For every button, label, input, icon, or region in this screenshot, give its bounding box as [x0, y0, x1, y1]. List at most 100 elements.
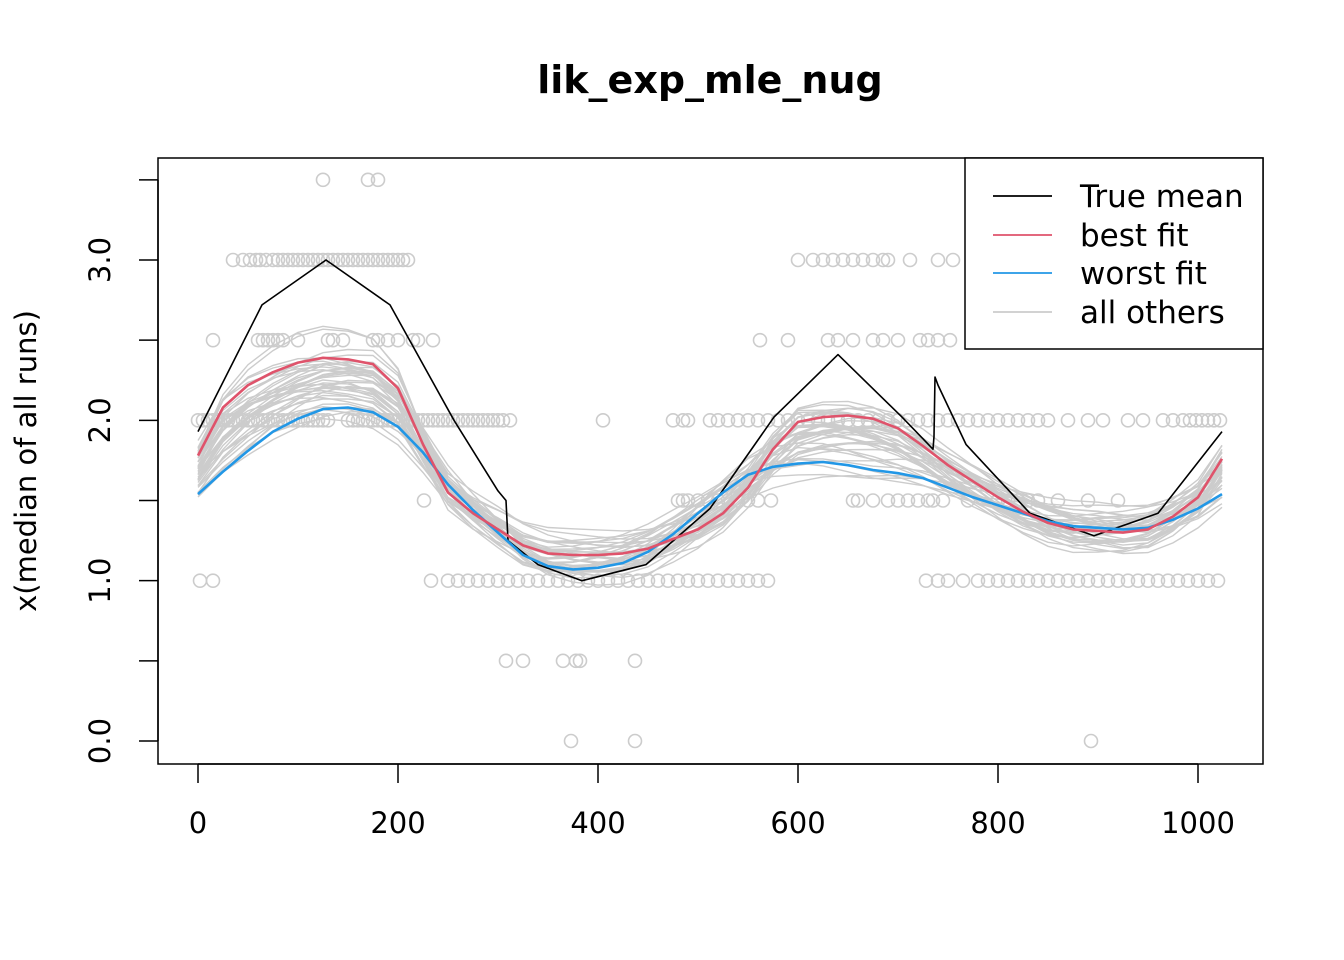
observation-point [275, 332, 291, 348]
observation-points [190, 172, 1228, 749]
observation-point [902, 252, 918, 268]
observation-point [540, 573, 556, 588]
observation-point [1140, 573, 1156, 588]
observation-point [740, 413, 756, 428]
observation-point [248, 252, 264, 268]
x-tick-label: 800 [970, 806, 1025, 840]
series-line-best-fit [196, 356, 1224, 557]
observation-point [295, 252, 311, 268]
observation-point [845, 332, 861, 348]
observation-point [572, 653, 588, 669]
observation-point [490, 573, 506, 588]
observation-point [285, 252, 301, 268]
all-other-runs [197, 325, 1223, 586]
observation-point [320, 413, 336, 428]
observation-point [200, 413, 216, 428]
fit-lines [196, 259, 1224, 582]
observation-point [730, 573, 746, 588]
observation-point [1020, 573, 1036, 588]
series-line-worst-fit [197, 406, 1223, 571]
observation-point [675, 413, 691, 428]
observation-point [1120, 413, 1136, 428]
observation-point [627, 733, 643, 749]
observation-point [780, 332, 796, 348]
observation-point [550, 573, 566, 588]
observation-point [1110, 493, 1126, 508]
observation-point [290, 413, 306, 428]
observation-point [900, 413, 916, 428]
observation-point [1050, 573, 1066, 588]
observation-point [375, 252, 391, 268]
observation-point [485, 413, 501, 428]
observation-point [1135, 413, 1151, 428]
observation-point [900, 493, 916, 508]
observation-point [1020, 413, 1036, 428]
observation-point [1080, 413, 1096, 428]
observation-point [340, 252, 356, 268]
observation-point [350, 252, 366, 268]
observation-point [752, 332, 768, 348]
observation-point [390, 332, 406, 348]
observation-point [650, 573, 666, 588]
observation-point [240, 413, 256, 428]
observation-point [290, 332, 306, 348]
observation-point [1030, 493, 1046, 508]
observation-point [1212, 413, 1228, 428]
observation-point [620, 573, 636, 588]
observation-point [763, 493, 779, 508]
observation-point [405, 413, 421, 428]
observation-point [675, 493, 691, 508]
observation-point [365, 332, 381, 348]
observation-point [210, 413, 226, 428]
x-axis: 0 200 400 600 800 1000 [189, 763, 1235, 840]
other-run-line [197, 394, 1223, 573]
observation-point [970, 413, 986, 428]
observation-point [260, 332, 276, 348]
observation-point [450, 573, 466, 588]
other-run-line [197, 325, 1223, 565]
observation-point [355, 252, 371, 268]
observation-point [680, 493, 696, 508]
observation-point [640, 573, 656, 588]
observation-point [700, 573, 716, 588]
observation-point [1020, 493, 1036, 508]
observation-point [255, 332, 271, 348]
observation-point [1070, 573, 1086, 588]
observation-point [830, 332, 846, 348]
observation-point [1030, 573, 1046, 588]
observation-point [445, 413, 461, 428]
observation-point [250, 413, 266, 428]
observation-point [690, 573, 706, 588]
observation-point [890, 493, 906, 508]
observation-point [820, 413, 836, 428]
observation-point [910, 493, 926, 508]
observation-point [1194, 413, 1210, 428]
observation-point [205, 332, 221, 348]
observation-point [555, 653, 571, 669]
observation-point [930, 413, 946, 428]
observation-point [1130, 573, 1146, 588]
observation-point [942, 332, 958, 348]
observation-point [320, 252, 336, 268]
observation-point [1188, 413, 1204, 428]
observation-point [825, 252, 841, 268]
other-run-line [197, 379, 1223, 573]
observation-point [425, 332, 441, 348]
observation-point [530, 573, 546, 588]
observation-point [242, 252, 258, 268]
observation-point [380, 413, 396, 428]
x-tick-label: 600 [770, 806, 825, 840]
x-tick-label: 0 [189, 806, 207, 840]
observation-point [945, 252, 961, 268]
observation-point [455, 413, 471, 428]
observation-point [395, 413, 411, 428]
observation-point [370, 172, 386, 188]
observation-point [1060, 573, 1076, 588]
observation-point [460, 413, 476, 428]
observation-point [460, 573, 476, 588]
observation-point [850, 493, 866, 508]
observation-point [875, 252, 891, 268]
observation-point [702, 413, 718, 428]
observation-point [1120, 573, 1136, 588]
observation-point [750, 413, 766, 428]
